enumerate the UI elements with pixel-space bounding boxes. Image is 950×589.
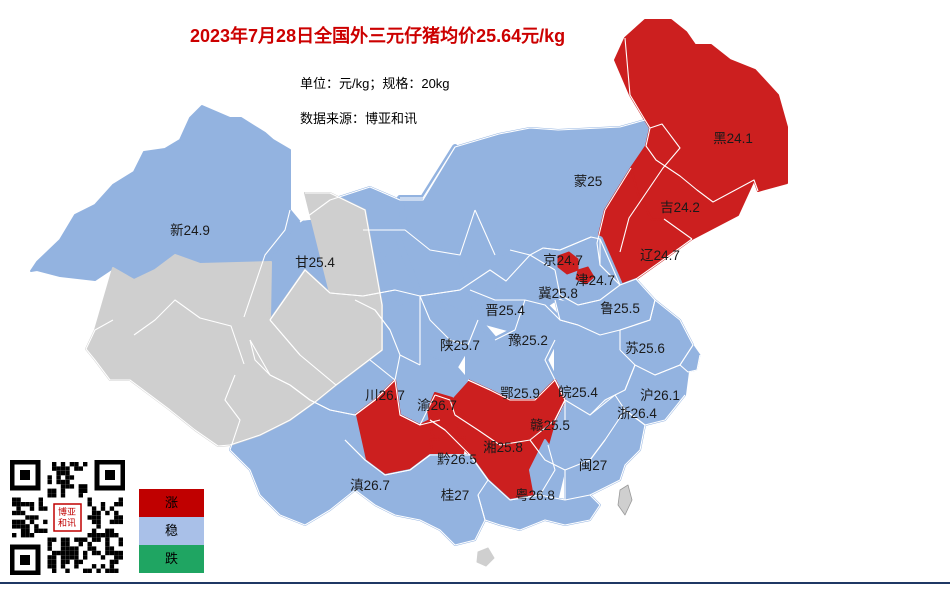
svg-text:和讯: 和讯 bbox=[58, 518, 76, 528]
svg-text:博亚: 博亚 bbox=[58, 506, 76, 517]
